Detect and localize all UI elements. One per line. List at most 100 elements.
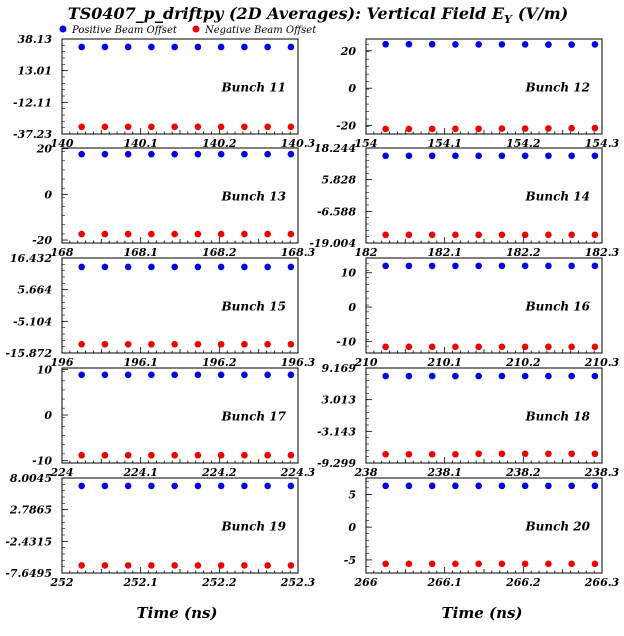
x-tick-label: 238.3 xyxy=(584,466,620,479)
point-positive xyxy=(241,150,248,158)
y-tick-label: -6.588 xyxy=(317,205,356,218)
point-positive xyxy=(101,482,109,490)
point-negative xyxy=(545,231,552,239)
point-positive xyxy=(287,43,295,51)
point-positive xyxy=(264,371,271,379)
point-negative xyxy=(428,343,436,351)
point-negative xyxy=(568,450,575,458)
point-positive xyxy=(124,43,132,51)
x-tick-label: 238 xyxy=(354,466,378,479)
point-positive xyxy=(194,371,202,379)
point-positive xyxy=(591,262,599,270)
point-negative xyxy=(405,125,413,133)
point-positive xyxy=(545,262,552,270)
panel-bunch-17: 224 224.1 224.2 224.3 10 0 -10 Bunch 17 xyxy=(32,363,315,479)
x-tick-label: 238.1 xyxy=(426,466,461,479)
point-negative xyxy=(591,231,599,239)
y-tick-label: 9.169 xyxy=(322,362,357,375)
x-tick-label: 252.1 xyxy=(122,576,157,589)
panel-bunch-16: 210 210.1 210.2 210.3 10 0 -10 Bunch 16 xyxy=(336,257,620,369)
point-negative xyxy=(405,450,413,458)
x-tick-label: 154.1 xyxy=(427,137,461,150)
y-tick-label: 18.244 xyxy=(314,142,356,155)
bunch-label: Bunch 12 xyxy=(525,80,591,94)
point-positive xyxy=(287,371,295,379)
point-positive xyxy=(475,482,482,490)
point-positive xyxy=(194,482,202,490)
title-units: (V/m) xyxy=(518,4,568,23)
x-tick-label: 154.3 xyxy=(585,137,620,150)
point-negative xyxy=(475,231,482,239)
point-positive xyxy=(591,152,599,160)
title-main: TS0407_p_driftpy (2D Averages): Vertical… xyxy=(68,4,505,23)
y-tick-label: -10 xyxy=(32,455,52,468)
point-negative xyxy=(241,123,248,131)
point-negative xyxy=(124,340,132,348)
x-tick-label: 210.1 xyxy=(426,356,461,369)
point-positive xyxy=(217,482,225,490)
point-negative xyxy=(241,562,248,569)
y-tick-label: 3.013 xyxy=(322,394,357,407)
point-negative xyxy=(498,560,506,568)
y-tick-label: 5.828 xyxy=(322,174,357,187)
point-negative xyxy=(171,230,178,238)
x-tick-label: 252.2 xyxy=(201,576,237,589)
bunch-label: Bunch 14 xyxy=(525,189,591,203)
point-positive xyxy=(428,482,436,490)
point-positive xyxy=(498,152,506,160)
x-tick-label: 182.3 xyxy=(585,246,620,259)
point-positive xyxy=(194,263,202,271)
point-positive xyxy=(545,41,552,48)
y-tick-label: -20 xyxy=(32,234,52,247)
chart-title: TS0407_p_driftpy (2D Averages): Vertical… xyxy=(68,4,568,26)
y-tick-label: 2.7865 xyxy=(9,504,52,517)
point-positive xyxy=(171,150,178,158)
point-positive xyxy=(264,150,271,158)
point-negative xyxy=(217,123,225,131)
bunch-label: Bunch 16 xyxy=(525,299,591,313)
point-negative xyxy=(194,123,202,131)
point-negative xyxy=(498,231,506,239)
point-positive xyxy=(498,41,506,48)
point-positive xyxy=(78,482,85,490)
y-tick-label: -9.299 xyxy=(317,457,356,470)
bunch-label: Bunch 20 xyxy=(525,519,591,533)
y-tick-label: 10 xyxy=(341,267,357,280)
point-negative xyxy=(498,450,506,458)
point-negative xyxy=(521,231,529,239)
point-positive xyxy=(382,482,389,490)
point-positive xyxy=(591,372,599,380)
legend-marker-negative xyxy=(192,25,200,33)
point-negative xyxy=(241,451,248,459)
point-negative xyxy=(78,340,85,348)
point-negative xyxy=(545,125,552,132)
point-negative xyxy=(475,125,482,133)
x-tick-label: 168 xyxy=(51,246,74,259)
point-positive xyxy=(568,262,575,270)
point-positive xyxy=(475,41,482,48)
panel-bunch-13: 168 168.1 168.2 168.3 20 0 -20 Bunch 13 xyxy=(32,143,315,259)
y-tick-label: 10 xyxy=(37,363,53,376)
bunch-label: Bunch 15 xyxy=(221,299,287,313)
point-positive xyxy=(78,150,85,158)
point-positive xyxy=(568,482,575,490)
x-tick-label: 168.1 xyxy=(123,246,157,259)
bunch-label: Bunch 11 xyxy=(221,80,287,94)
point-positive xyxy=(498,372,506,380)
point-negative xyxy=(591,450,599,458)
x-tick-label: 266 xyxy=(354,576,378,589)
point-negative xyxy=(148,230,155,238)
point-positive xyxy=(475,262,482,270)
point-negative xyxy=(217,451,225,459)
point-negative xyxy=(101,562,109,569)
point-positive xyxy=(521,372,529,380)
panel-bunch-15: 196 196.1 196.2 196.3 16.432 5.664 -5.104 -15.8… xyxy=(5,252,315,369)
point-positive xyxy=(428,262,436,270)
point-positive xyxy=(101,263,109,271)
point-positive xyxy=(101,371,109,379)
point-positive xyxy=(428,40,436,48)
x-axis-label-left: Time (ns) xyxy=(136,604,217,622)
title-subscript: Y xyxy=(504,13,513,26)
x-tick-label: 210.3 xyxy=(584,356,620,369)
